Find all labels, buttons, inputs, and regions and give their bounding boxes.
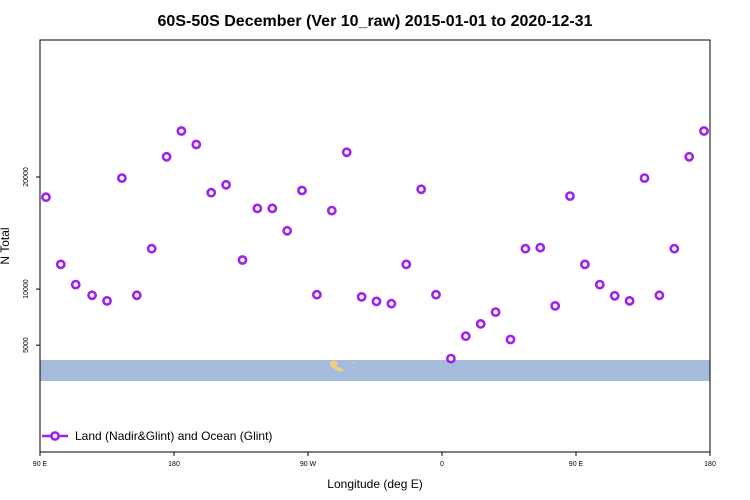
data-point: [87, 290, 97, 301]
data-point: [102, 295, 112, 306]
data-point: [206, 187, 217, 198]
data-point: [609, 290, 620, 301]
land-dot: [387, 370, 388, 371]
legend-marker: [50, 431, 60, 441]
data-point: [505, 334, 516, 345]
data-point: [386, 298, 397, 309]
x-axis-label: Longitude (deg E): [327, 477, 422, 491]
data-point: [176, 126, 187, 136]
data-point: [341, 147, 352, 158]
data-point: [431, 289, 441, 300]
data-point: [282, 225, 293, 236]
data-point: [131, 290, 142, 301]
data-point: [55, 259, 66, 270]
data-point: [416, 184, 427, 195]
data-point: [161, 151, 172, 162]
data-point: [490, 307, 501, 317]
data-point: [669, 243, 680, 254]
y-tick-label: 10000: [23, 279, 30, 299]
data-point: [654, 290, 665, 301]
data-point: [267, 203, 278, 214]
legend-label: Land (Nadir&Glint) and Ocean (Glint): [75, 429, 272, 443]
data-point: [401, 259, 412, 270]
data-point: [580, 259, 590, 270]
data-point: [624, 295, 635, 306]
plot-frame: [39, 39, 711, 453]
data-point: [684, 151, 695, 162]
x-tick-label: 90 E: [33, 461, 48, 468]
y-tick-label: 5000: [23, 337, 30, 353]
land-fragment: [330, 360, 344, 372]
axis-ticks: 90 E 180 90 W 0 90 E 180 5000 10000 20000: [23, 167, 716, 468]
data-point: [475, 318, 486, 329]
data-point: [326, 205, 337, 216]
data-point: [221, 179, 231, 190]
data-point: [146, 243, 157, 254]
data-point: [191, 139, 202, 150]
data-point: [41, 192, 51, 203]
legend: Land (Nadir&Glint) and Ocean (Glint): [42, 429, 272, 443]
data-point: [639, 173, 650, 183]
data-point: [70, 279, 81, 290]
x-tick-label: 90 E: [569, 461, 584, 468]
data-point: [699, 126, 709, 136]
land-dot: [352, 362, 354, 363]
y-tick-label: 20000: [23, 167, 30, 187]
data-point: [297, 185, 307, 196]
data-points: [41, 126, 709, 364]
data-point: [565, 191, 575, 201]
data-point: [550, 300, 561, 311]
y-axis-label: N Total: [0, 227, 12, 264]
chart-title: 60S-50S December (Ver 10_raw) 2015-01-01…: [158, 13, 593, 30]
data-point: [311, 289, 322, 300]
data-point: [594, 279, 605, 290]
x-tick-label: 0: [440, 461, 444, 468]
x-tick-label: 90 W: [300, 461, 317, 468]
data-point: [356, 291, 367, 302]
data-point: [460, 331, 471, 342]
data-point: [535, 242, 546, 253]
data-point: [520, 243, 531, 254]
data-point: [237, 255, 248, 265]
data-point: [117, 173, 127, 183]
data-point: [371, 296, 382, 307]
x-tick-label: 180: [168, 461, 180, 468]
ocean-band: [40, 360, 710, 381]
x-tick-label: 180: [704, 461, 716, 468]
data-point: [445, 353, 456, 364]
data-point: [252, 203, 263, 214]
